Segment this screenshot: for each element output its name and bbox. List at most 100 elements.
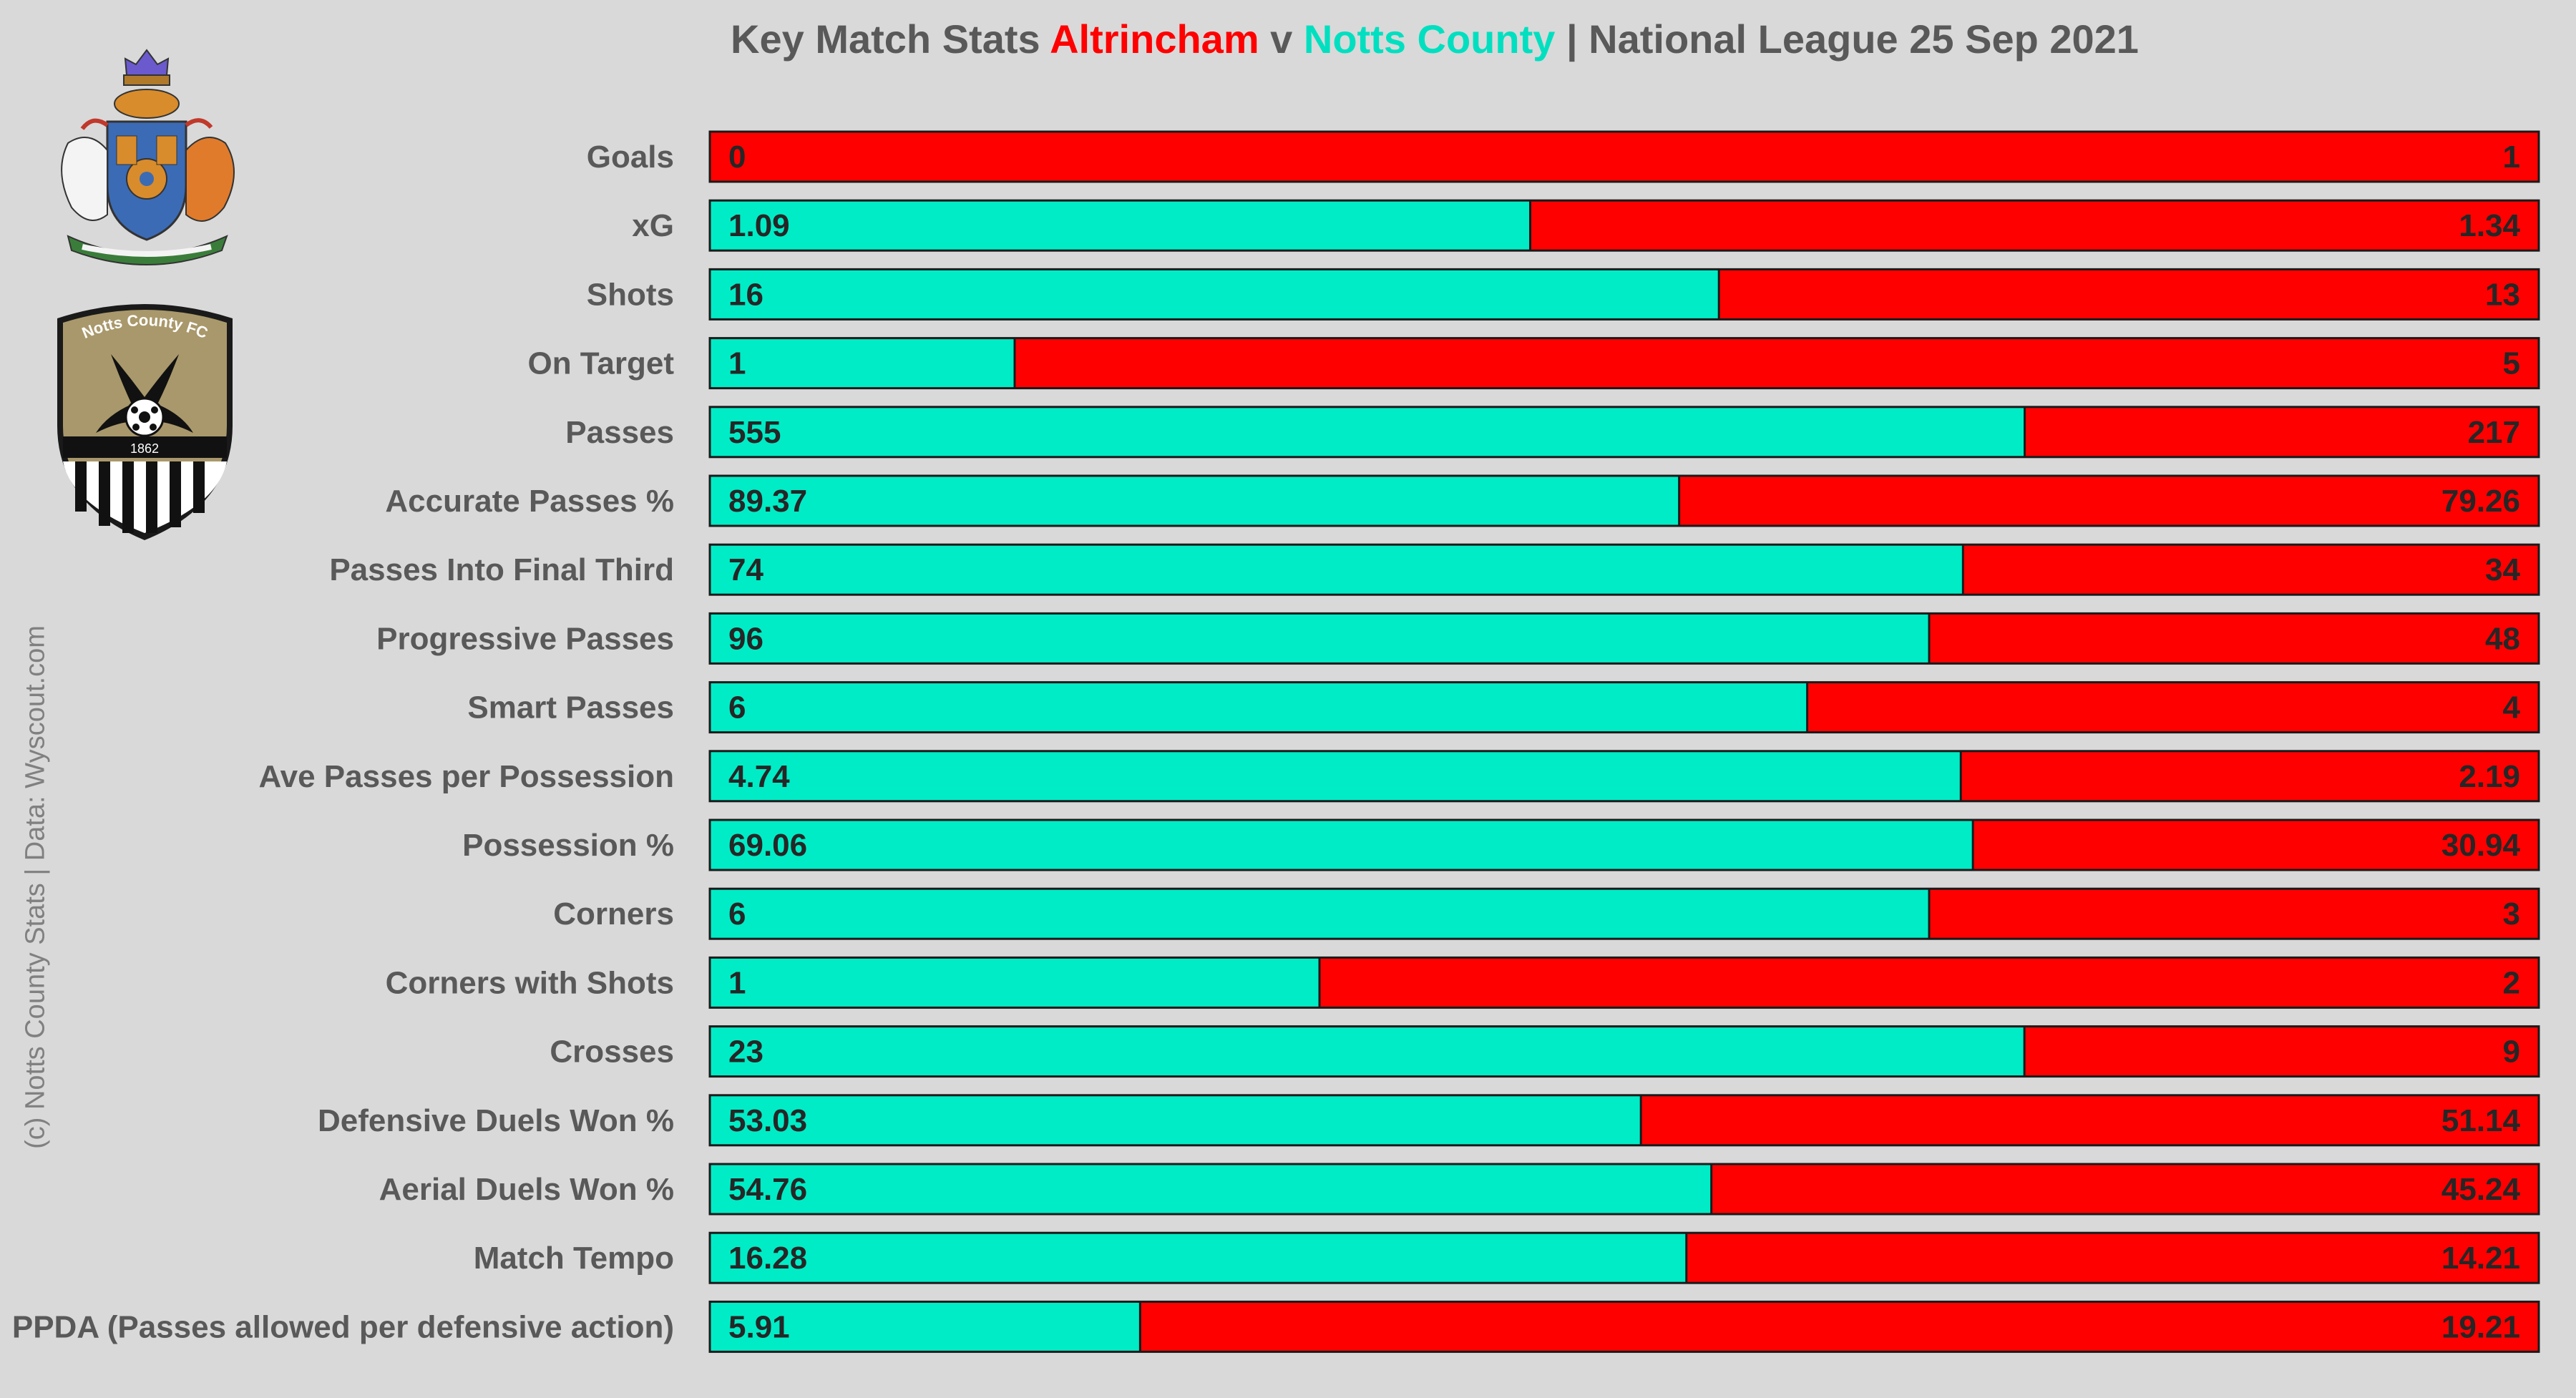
bar-altrincham bbox=[2024, 406, 2539, 457]
row-label: Smart Passes bbox=[467, 690, 674, 725]
value-altrincham: 3 bbox=[2503, 896, 2520, 932]
value-notts-county: 5.91 bbox=[728, 1309, 790, 1344]
bar-outline bbox=[708, 956, 2540, 1009]
row-label: Defensive Duels Won % bbox=[318, 1103, 674, 1138]
value-altrincham: 4 bbox=[2503, 690, 2521, 725]
bar-notts-county bbox=[710, 338, 1015, 388]
value-notts-county: 1.09 bbox=[728, 208, 790, 243]
bar-altrincham bbox=[1719, 269, 2539, 320]
title-away-team: Notts County bbox=[1303, 16, 1556, 62]
bar-outline bbox=[708, 543, 2540, 596]
value-notts-county: 53.03 bbox=[728, 1103, 807, 1138]
bar-outline bbox=[708, 337, 2540, 390]
bar-outline bbox=[708, 612, 2540, 665]
altrincham-crest-icon bbox=[61, 49, 235, 265]
value-altrincham: 1.34 bbox=[2459, 208, 2520, 243]
bar-altrincham bbox=[1929, 889, 2539, 939]
title-connector: v bbox=[1259, 16, 1304, 62]
value-altrincham: 13 bbox=[2485, 277, 2520, 312]
row-label: PPDA (Passes allowed per defensive actio… bbox=[12, 1309, 674, 1344]
bar-altrincham bbox=[1807, 682, 2539, 733]
bar-outline bbox=[708, 1300, 2540, 1353]
bar-notts-county bbox=[710, 476, 1679, 526]
title-home-team: Altrincham bbox=[1050, 16, 1259, 62]
row-label: Progressive Passes bbox=[376, 621, 674, 656]
bar-notts-county bbox=[710, 889, 1929, 939]
value-altrincham: 48 bbox=[2485, 621, 2520, 656]
bar-notts-county bbox=[710, 544, 1963, 595]
title-prefix: Key Match Stats bbox=[731, 16, 1050, 62]
bar-notts-county bbox=[710, 1164, 1712, 1214]
bar-notts-county bbox=[710, 1026, 2025, 1077]
row-label: Crosses bbox=[550, 1035, 674, 1070]
bar-altrincham bbox=[2024, 1026, 2539, 1077]
bar-altrincham bbox=[1929, 613, 2539, 664]
bar-outline bbox=[708, 1094, 2540, 1147]
bar-outline bbox=[708, 268, 2540, 321]
value-notts-county: 89.37 bbox=[728, 484, 807, 519]
bar-altrincham bbox=[1686, 1233, 2539, 1284]
value-notts-county: 555 bbox=[728, 415, 781, 450]
value-notts-county: 69.06 bbox=[728, 828, 807, 863]
value-altrincham: 34 bbox=[2485, 552, 2520, 587]
bar-notts-county bbox=[710, 682, 1807, 733]
value-notts-county: 54.76 bbox=[728, 1172, 807, 1207]
row-label: Goals bbox=[587, 140, 674, 175]
bar-altrincham bbox=[1679, 476, 2539, 526]
bar-notts-county bbox=[710, 1233, 1687, 1284]
bar-altrincham bbox=[1140, 1301, 2539, 1352]
value-altrincham: 51.14 bbox=[2441, 1103, 2521, 1138]
bar-altrincham bbox=[1961, 751, 2539, 801]
bar-notts-county bbox=[710, 200, 1531, 251]
value-notts-county: 6 bbox=[728, 690, 746, 725]
bar-outline bbox=[708, 750, 2540, 803]
bar-altrincham bbox=[1015, 338, 2539, 388]
bar-altrincham bbox=[1319, 957, 2539, 1008]
bar-altrincham bbox=[710, 132, 2539, 182]
value-notts-county: 1 bbox=[728, 965, 746, 1000]
bar-outline bbox=[708, 199, 2540, 252]
bar-outline bbox=[708, 887, 2540, 940]
row-label: Passes Into Final Third bbox=[329, 552, 674, 587]
value-notts-county: 23 bbox=[728, 1035, 763, 1070]
value-notts-county: 16 bbox=[728, 277, 763, 312]
row-label: Corners bbox=[553, 896, 674, 932]
value-altrincham: 45.24 bbox=[2441, 1172, 2521, 1207]
value-notts-county: 74 bbox=[728, 552, 763, 587]
bar-notts-county bbox=[710, 1301, 1141, 1352]
value-altrincham: 30.94 bbox=[2441, 828, 2521, 863]
bar-outline bbox=[708, 406, 2540, 459]
bar-notts-county bbox=[710, 820, 1974, 870]
value-altrincham: 19.21 bbox=[2441, 1309, 2520, 1344]
value-notts-county: 96 bbox=[728, 621, 763, 656]
bar-outline bbox=[708, 1025, 2540, 1078]
bar-notts-county bbox=[710, 613, 1929, 664]
bar-altrincham bbox=[1973, 820, 2539, 870]
chart-title: Key Match Stats Altrincham v Notts Count… bbox=[0, 16, 2576, 62]
row-label: Match Tempo bbox=[474, 1241, 674, 1276]
row-label: Corners with Shots bbox=[386, 965, 674, 1000]
value-notts-county: 4.74 bbox=[728, 759, 790, 794]
bar-outline bbox=[708, 818, 2540, 871]
value-altrincham: 79.26 bbox=[2441, 484, 2520, 519]
row-label: Passes bbox=[565, 415, 674, 450]
row-label: xG bbox=[632, 208, 674, 243]
bar-outline bbox=[708, 1163, 2540, 1216]
value-altrincham: 217 bbox=[2468, 415, 2520, 450]
bar-notts-county bbox=[710, 957, 1319, 1008]
bar-altrincham bbox=[1641, 1095, 2539, 1145]
bar-altrincham bbox=[1963, 544, 2539, 595]
bar-notts-county bbox=[710, 406, 2025, 457]
row-label: Accurate Passes % bbox=[385, 484, 674, 519]
value-altrincham: 9 bbox=[2503, 1035, 2520, 1070]
bar-altrincham bbox=[1530, 200, 2539, 251]
value-notts-county: 6 bbox=[728, 896, 746, 932]
bar-altrincham bbox=[1711, 1164, 2539, 1214]
value-altrincham: 5 bbox=[2503, 346, 2520, 381]
row-label: Possession % bbox=[462, 828, 674, 863]
notts-county-crest-icon: 1862 Notts County FC bbox=[57, 304, 233, 540]
value-altrincham: 2.19 bbox=[2459, 759, 2520, 794]
bar-outline bbox=[708, 1231, 2540, 1284]
bar-outline bbox=[708, 474, 2540, 527]
